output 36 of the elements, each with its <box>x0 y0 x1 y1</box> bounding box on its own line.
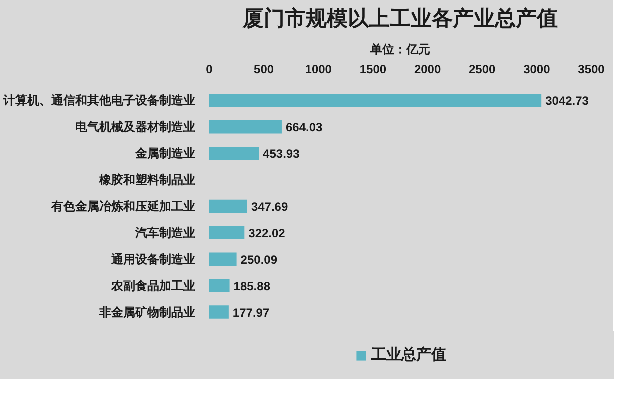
bar <box>210 200 248 214</box>
data-label: 177.97 <box>232 306 270 320</box>
x-tick-label: 3000 <box>524 62 551 76</box>
bar <box>210 306 229 319</box>
data-label: 347.69 <box>251 200 288 214</box>
bar <box>210 94 542 108</box>
x-tick-label: 0 <box>206 62 214 76</box>
bar <box>210 226 245 240</box>
y-tick-label: 电气机械及器材制造业 <box>76 120 196 134</box>
y-tick-label: 计算机、通信和其他电子设备制造业 <box>2 94 196 108</box>
x-tick-label: 2500 <box>469 62 496 76</box>
x-tick-label: 2000 <box>414 62 442 76</box>
x-tick-label: 1000 <box>305 62 332 76</box>
y-tick-label: 农副食品加工业 <box>110 278 196 293</box>
data-label: 322.02 <box>248 226 286 240</box>
bar <box>210 120 282 134</box>
y-tick-label: 汽车制造业 <box>134 226 196 240</box>
data-label: 185.88 <box>234 279 271 294</box>
bar <box>210 252 237 266</box>
y-tick-label: 橡胶和塑料制品业 <box>98 173 196 188</box>
bar <box>210 279 230 292</box>
chart-title: 厦门市规模以上工业各产业总产值 <box>242 6 558 30</box>
x-tick-label: 3500 <box>578 62 606 76</box>
y-tick-label: 金属制造业 <box>134 146 196 161</box>
y-tick-label: 通用设备制造业 <box>110 252 196 266</box>
data-label: 664.03 <box>286 120 324 135</box>
x-tick-label: 500 <box>254 62 274 76</box>
legend-label: 工业总产值 <box>372 346 446 364</box>
data-label: 250.09 <box>240 252 278 267</box>
x-tick-label: 1500 <box>360 62 387 76</box>
data-label: 3042.73 <box>546 94 590 108</box>
bar <box>210 147 260 160</box>
chart-subtitle: 单位：亿元 <box>370 42 430 56</box>
y-tick-label: 非金属矿物制品业 <box>98 305 196 320</box>
data-label: 453.93 <box>263 147 300 162</box>
y-tick-label: 有色金属冶炼和压延加工业 <box>50 200 196 214</box>
